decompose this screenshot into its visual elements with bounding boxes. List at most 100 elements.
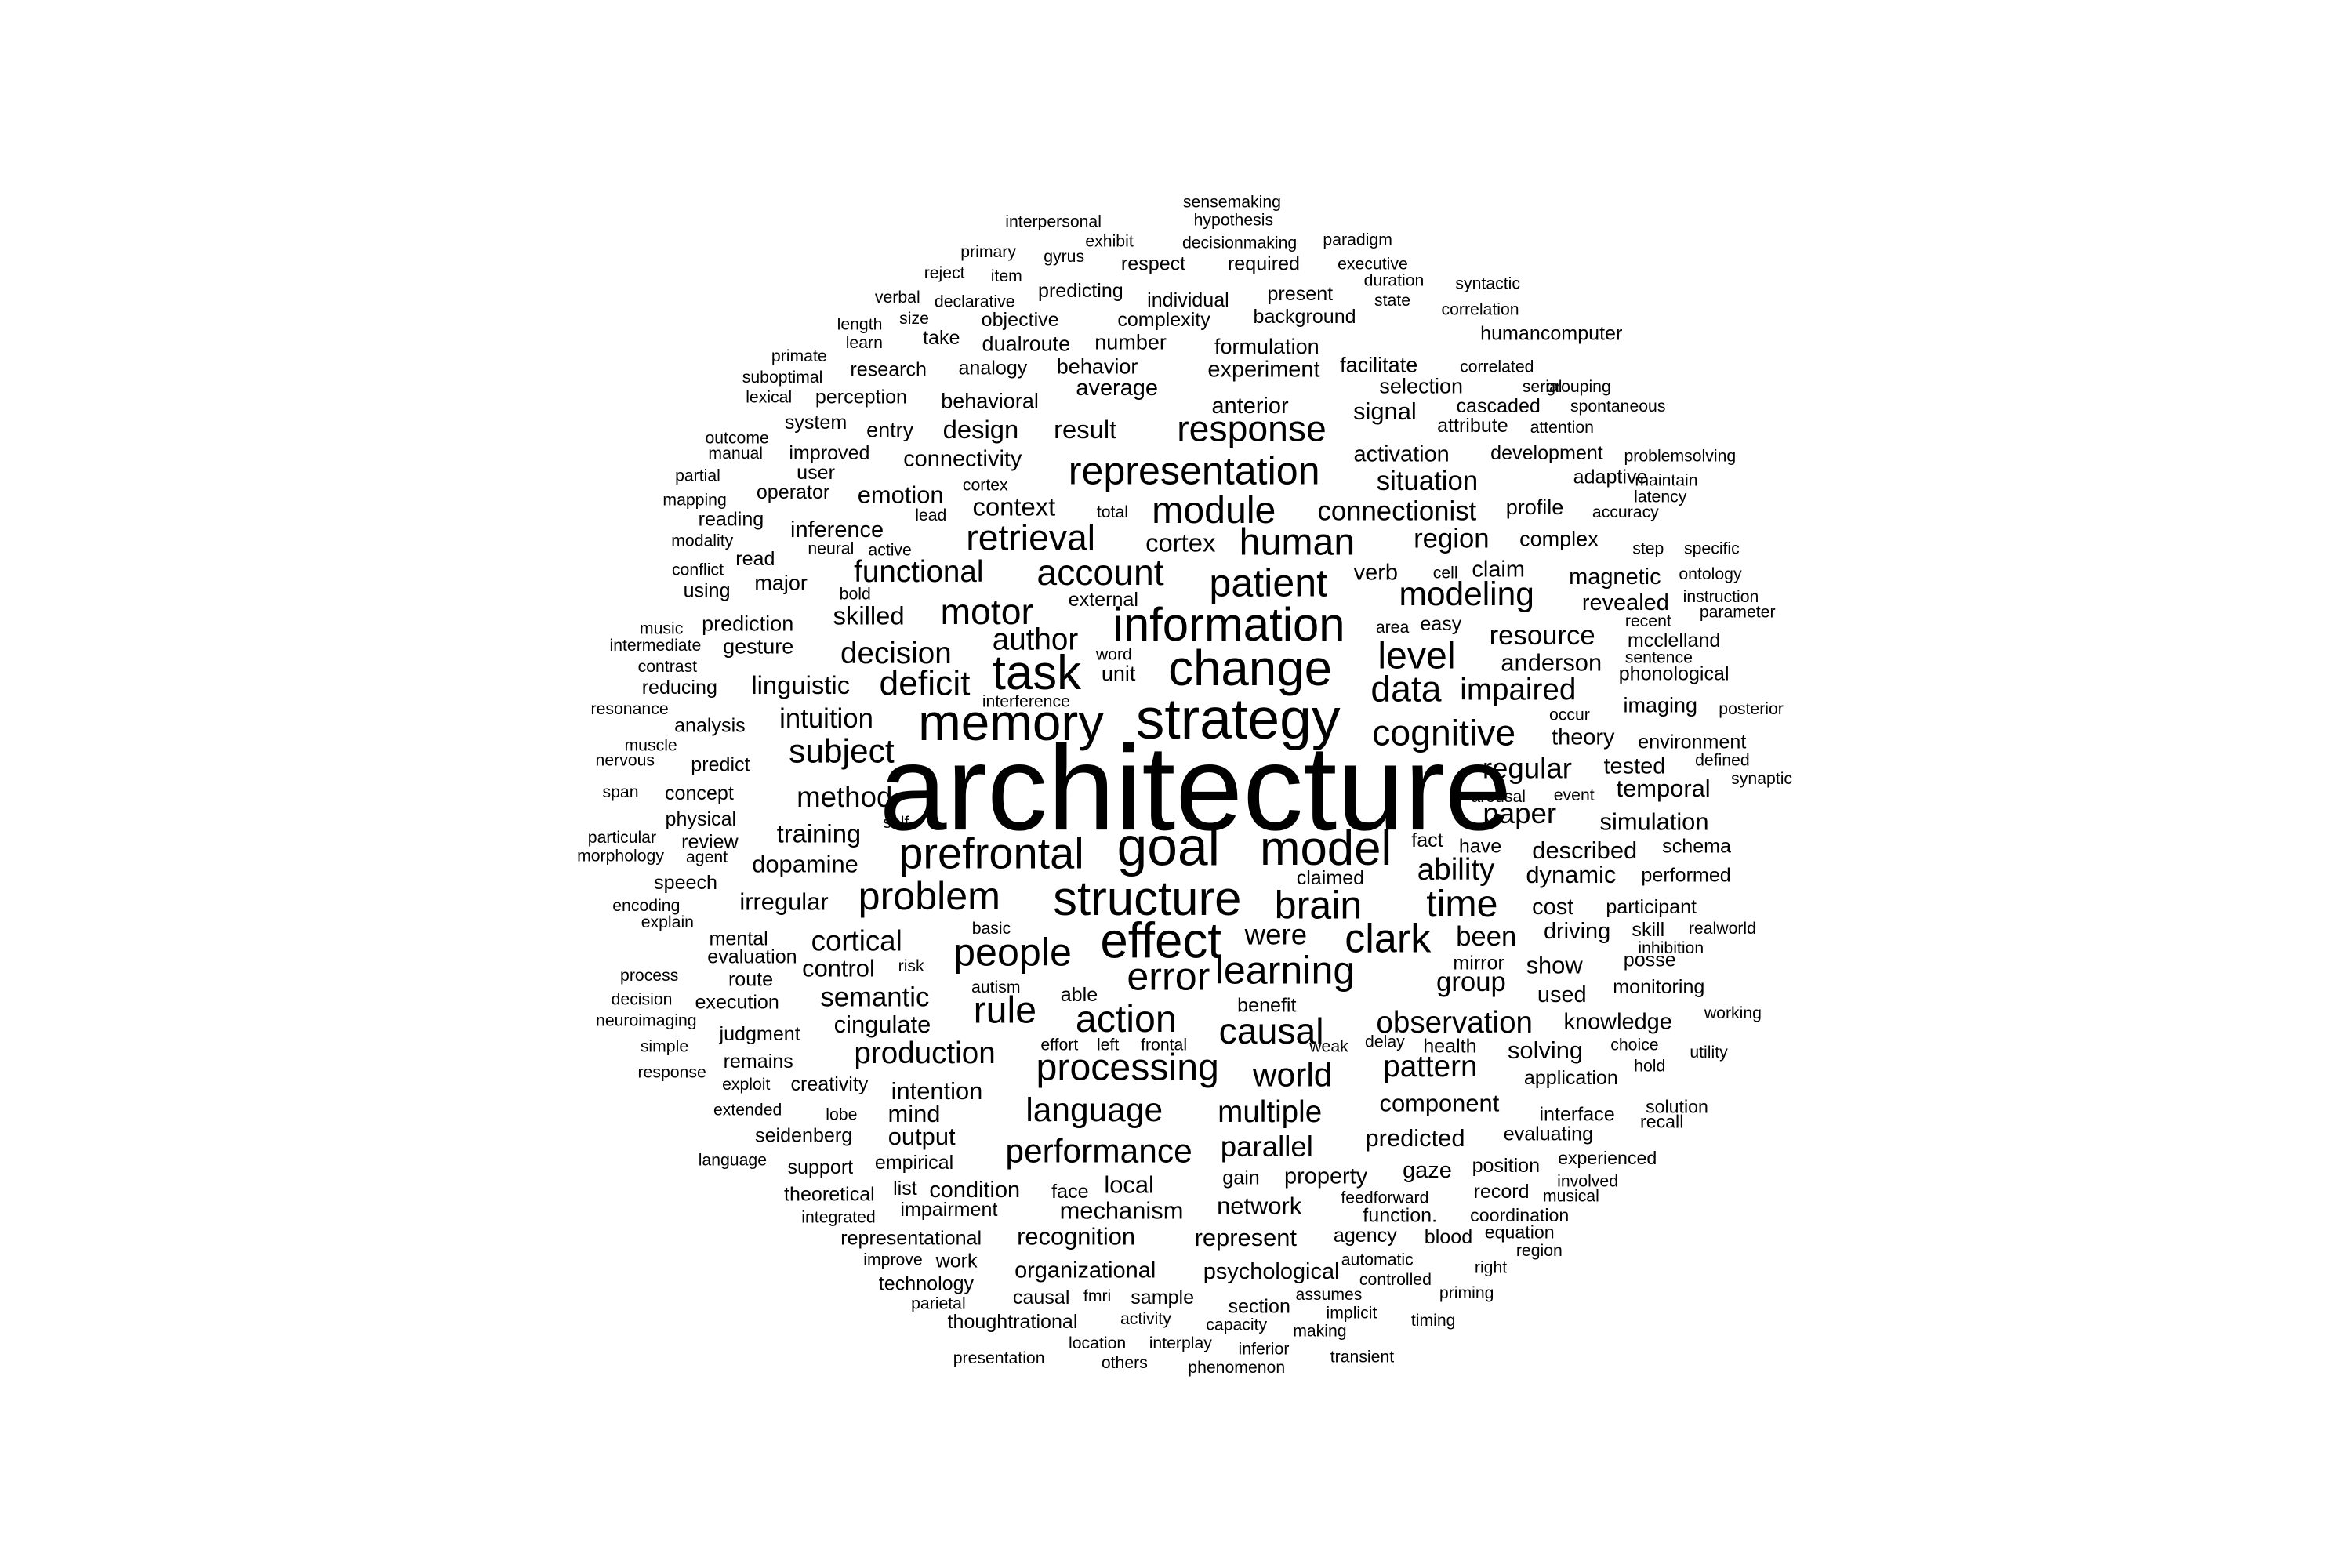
cloud-word: duration xyxy=(1364,272,1425,290)
cloud-word: parallel xyxy=(1221,1131,1313,1163)
cloud-word: position xyxy=(1472,1155,1540,1177)
cloud-word: coordination xyxy=(1470,1205,1569,1225)
cloud-word: contrast xyxy=(638,658,698,676)
cloud-word: seidenberg xyxy=(755,1124,852,1146)
cloud-word: condition xyxy=(929,1178,1020,1203)
cloud-word: connectionist xyxy=(1317,497,1476,527)
cloud-word: benefit xyxy=(1237,994,1296,1016)
cloud-word: function. xyxy=(1363,1205,1437,1227)
cloud-word: face xyxy=(1051,1181,1088,1203)
cloud-word: anderson xyxy=(1501,649,1602,677)
cloud-word: involved xyxy=(1557,1172,1618,1190)
cloud-word: span xyxy=(602,783,638,801)
cloud-word: emotion xyxy=(858,481,944,508)
cloud-word: experiment xyxy=(1207,358,1319,383)
cloud-word: learning xyxy=(1215,949,1356,993)
cloud-word: frontal xyxy=(1141,1036,1187,1054)
cloud-word: explain xyxy=(641,913,694,931)
cloud-word: major xyxy=(754,571,808,594)
cloud-word: extended xyxy=(713,1102,782,1120)
cloud-word: activity xyxy=(1120,1310,1171,1328)
cloud-word: region xyxy=(1414,524,1490,554)
cloud-word: background xyxy=(1254,306,1356,328)
cloud-word: dynamic xyxy=(1526,861,1616,888)
cloud-word: interference xyxy=(982,692,1070,710)
cloud-word: environment xyxy=(1638,731,1746,753)
cloud-word: people xyxy=(953,930,1072,974)
cloud-word: human xyxy=(1240,521,1356,564)
cloud-word: declarative xyxy=(935,293,1015,311)
cloud-word: making xyxy=(1293,1322,1346,1340)
cloud-word: choice xyxy=(1610,1036,1658,1054)
cloud-word: organizational xyxy=(1014,1258,1156,1283)
cloud-word: list xyxy=(893,1178,917,1200)
cloud-word: sensemaking xyxy=(1183,193,1281,211)
cloud-word: health xyxy=(1423,1036,1476,1058)
cloud-word: goal xyxy=(1117,815,1220,877)
cloud-word: word xyxy=(1095,646,1132,664)
cloud-word: average xyxy=(1076,376,1158,401)
cloud-word: item xyxy=(991,267,1022,285)
cloud-word: record xyxy=(1474,1181,1530,1203)
cloud-word: claimed xyxy=(1297,867,1364,889)
cloud-word: author xyxy=(993,623,1079,657)
cloud-word: show xyxy=(1526,952,1584,979)
cloud-word: observation xyxy=(1376,1006,1533,1040)
cloud-word: performance xyxy=(1005,1132,1192,1169)
cloud-word: module xyxy=(1152,489,1276,532)
cloud-word: patient xyxy=(1209,561,1327,604)
cloud-word: rule xyxy=(974,989,1036,1031)
cloud-word: musical xyxy=(1543,1188,1599,1206)
cloud-word: particular xyxy=(588,829,656,847)
cloud-word: gaze xyxy=(1403,1158,1452,1183)
cloud-word: learn xyxy=(846,334,883,352)
cloud-word: required xyxy=(1228,252,1300,274)
cloud-word: partial xyxy=(675,467,720,485)
cloud-word: phenomenon xyxy=(1188,1359,1285,1377)
cloud-word: state xyxy=(1374,292,1410,310)
cloud-word: grouping xyxy=(1546,378,1611,396)
cloud-word: have xyxy=(1459,836,1501,858)
cloud-word: left xyxy=(1097,1036,1119,1054)
cloud-word: phonological xyxy=(1619,663,1730,685)
cloud-word: gain xyxy=(1222,1167,1259,1189)
cloud-word: imaging xyxy=(1623,694,1697,717)
cloud-word: reading xyxy=(699,509,764,531)
cloud-word: motor xyxy=(940,591,1033,632)
cloud-word: subject xyxy=(789,733,895,770)
cloud-word: world xyxy=(1252,1057,1333,1094)
cloud-word: resonance xyxy=(591,700,669,718)
cloud-word: section xyxy=(1228,1296,1290,1318)
cloud-word: evaluation xyxy=(707,946,797,968)
cloud-word: interplay xyxy=(1149,1334,1213,1352)
cloud-word: revealed xyxy=(1582,590,1669,615)
cloud-word: posse xyxy=(1624,949,1676,971)
cloud-word: structure xyxy=(1053,872,1241,926)
cloud-word: present xyxy=(1267,283,1333,305)
cloud-word: representation xyxy=(1069,449,1320,493)
cloud-word: cost xyxy=(1532,895,1573,920)
cloud-word: cognitive xyxy=(1372,712,1515,753)
cloud-word: length xyxy=(837,316,883,334)
cloud-word: recognition xyxy=(1017,1222,1135,1250)
cloud-word: irregular xyxy=(739,888,828,916)
cloud-word: analogy xyxy=(958,358,1027,379)
cloud-word: basic xyxy=(972,920,1011,938)
cloud-word: reducing xyxy=(642,677,717,699)
cloud-word: others xyxy=(1102,1354,1148,1372)
cloud-word: primary xyxy=(960,243,1016,261)
cloud-word: mcclelland xyxy=(1628,630,1720,652)
cloud-word: used xyxy=(1537,982,1587,1007)
cloud-word: mechanism xyxy=(1060,1196,1184,1224)
cloud-word: been xyxy=(1456,922,1516,952)
cloud-word: humancomputer xyxy=(1480,322,1622,344)
cloud-word: able xyxy=(1061,984,1098,1006)
cloud-word: inhibition xyxy=(1638,939,1704,957)
cloud-word: semantic xyxy=(820,982,929,1012)
cloud-word: using xyxy=(684,579,731,601)
cloud-word: autism xyxy=(971,978,1021,996)
cloud-word: working xyxy=(1704,1004,1762,1022)
cloud-word: intention xyxy=(891,1077,983,1105)
cloud-word: individual xyxy=(1147,289,1229,311)
cloud-word: step xyxy=(1632,539,1664,557)
